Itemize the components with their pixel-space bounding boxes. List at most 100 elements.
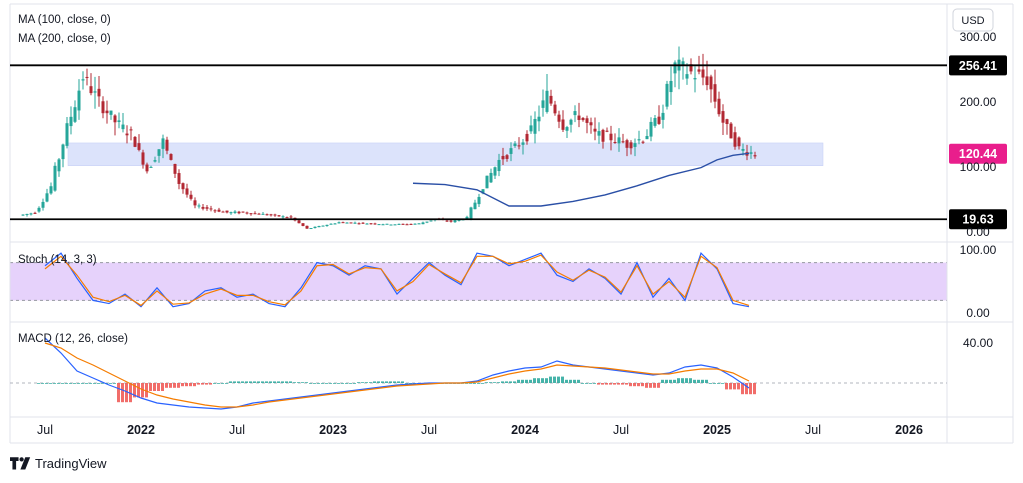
candle-body [249,213,253,215]
macd-histogram-bar [81,383,84,384]
tradingview-logo[interactable]: TradingView [10,456,107,471]
macd-histogram-bar [281,381,284,383]
currency-label: USD [961,15,984,27]
macd-histogram-bar [205,383,208,385]
candle-body [289,216,293,218]
macd-histogram-bar [277,381,280,383]
candle-body [481,189,485,194]
candle-body [577,115,581,120]
level-label: 256.41 [959,59,997,73]
candle-body [509,148,513,154]
stoch-band [10,262,947,301]
candle-body [469,207,473,220]
macd-histogram-bar [605,383,608,385]
macd-histogram-bar [377,381,380,383]
candle-body [629,142,633,149]
macd-histogram-bar [637,383,640,387]
macd-histogram-bar [381,381,384,383]
currency-box[interactable] [952,8,994,32]
time-axis-layer: Jul 2022 Jul 2023 Jul 2024 Jul 2025 Jul 2026 [37,423,923,437]
candle-body [37,207,41,212]
candle-body [225,210,229,213]
macd-histogram-bar [385,381,388,383]
macd-histogram-bar [501,381,504,383]
macd-histogram-bar [157,383,160,391]
macd-histogram-bar [293,382,296,383]
candle-body [689,64,693,72]
macd-histogram-bar [333,383,336,384]
candle-body [705,76,709,86]
macd-histogram-bar [349,383,352,384]
candle-body [405,224,409,226]
macd-histogram-bar [677,378,680,383]
candle-body [425,221,429,223]
candle-body [665,83,669,107]
macd-histogram-bar [633,383,636,387]
candle-body [213,210,217,212]
candle-body [61,144,65,160]
candle-body [65,123,69,146]
candle-body [645,136,649,140]
candle-body [73,107,77,122]
macd-histogram-bar [645,383,648,388]
macd-histogram-bar [565,379,568,383]
macd-histogram-bar [389,381,392,383]
macd-histogram-bar [257,381,260,383]
support-zone-layer [67,142,824,166]
macd-line [44,337,750,410]
macd-histogram-bar [221,383,224,384]
candle-body [201,206,205,209]
macd-histogram-bar [521,379,524,383]
candle-body [157,149,161,156]
macd-histogram-bar [609,383,612,385]
candle-body [261,213,265,215]
candle-body [69,116,73,127]
candle-body [725,119,729,125]
macd-histogram-bar [169,383,172,388]
candle-body [609,133,613,141]
macd-histogram-bar [493,382,496,383]
candle-body [77,90,81,111]
macd-histogram-bar [261,381,264,383]
macd-histogram-bar [477,383,480,384]
candle-body [237,211,241,214]
macd-histogram-bar [185,383,188,387]
macd-histogram-bar [65,383,68,384]
candle-body [489,172,493,183]
stoch-axis-tick: 0.00 [966,306,990,320]
macd-histogram-bar [481,383,484,384]
candle-body [601,129,605,142]
macd-histogram-bar [313,383,316,384]
candle-body [729,123,733,139]
candle-body [161,138,165,149]
macd-histogram-bar [129,383,132,403]
macd-histogram-bar [573,379,576,383]
candle-body [209,208,213,210]
macd-histogram-bar [69,383,72,384]
macd-histogram-bar [357,382,360,383]
macd-histogram-bar [653,383,656,388]
macd-histogram-bar [469,383,472,384]
macd-histogram-bar [749,383,752,395]
moving-average-layer [412,152,750,207]
macd-histogram-bar [233,381,236,383]
current-price-label: 120.44 [959,147,997,161]
candle-body [513,143,517,147]
macd-histogram-bar [305,382,308,383]
candle-body [657,116,661,124]
level-tag [949,55,1007,76]
candle-body [325,224,329,227]
candle-body [641,141,645,143]
macd-histogram-bar [661,379,664,383]
macd-histogram-bar [617,383,620,385]
candle-body [413,223,417,225]
candle-body [145,164,149,172]
macd-histogram-bar [729,383,732,390]
candle-body [525,133,529,142]
candle-body [381,224,385,226]
macd-histogram-bar [405,383,408,384]
candle-body [177,173,181,184]
candle-body [313,226,317,229]
candle-body [305,225,309,229]
candle-body [221,211,225,213]
